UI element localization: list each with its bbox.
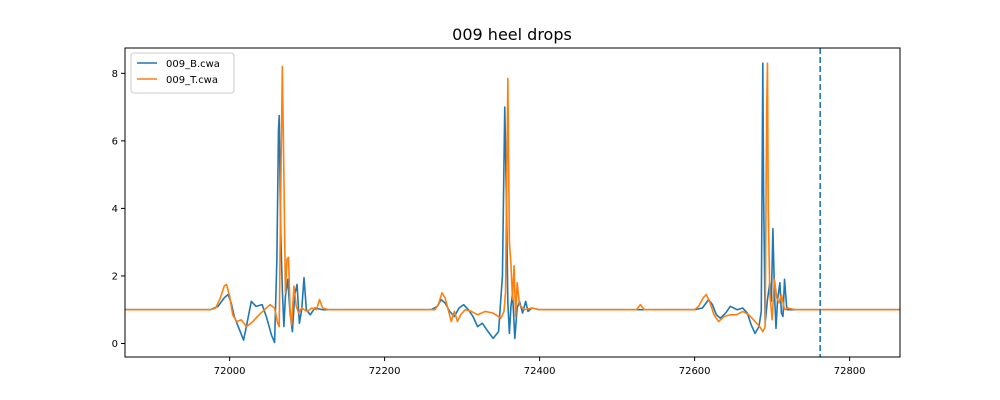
y-tick-label: 8 <box>112 69 118 80</box>
chart-title: 009 heel drops <box>452 25 572 44</box>
x-tick-label: 72600 <box>679 366 711 377</box>
x-axis-ticks: 72000 72200 72400 72600 72800 <box>214 357 866 377</box>
y-tick-label: 6 <box>112 136 118 147</box>
legend-label-2: 009_T.cwa <box>166 75 218 86</box>
y-tick-label: 2 <box>112 271 118 282</box>
x-tick-label: 72800 <box>834 366 866 377</box>
legend-label-1: 009_B.cwa <box>166 59 220 70</box>
plot-frame <box>124 47 901 358</box>
series-line-2 <box>125 62 900 333</box>
x-tick-label: 72200 <box>369 366 401 377</box>
y-tick-label: 0 <box>112 339 118 350</box>
x-tick-label: 72400 <box>524 366 556 377</box>
y-axis-ticks: 0 2 4 6 8 <box>112 69 125 350</box>
series-line-1 <box>125 62 900 344</box>
y-tick-label: 4 <box>112 204 118 215</box>
series-layer <box>125 62 900 344</box>
x-tick-label: 72000 <box>214 366 246 377</box>
legend: 009_B.cwa 009_T.cwa <box>130 52 235 94</box>
